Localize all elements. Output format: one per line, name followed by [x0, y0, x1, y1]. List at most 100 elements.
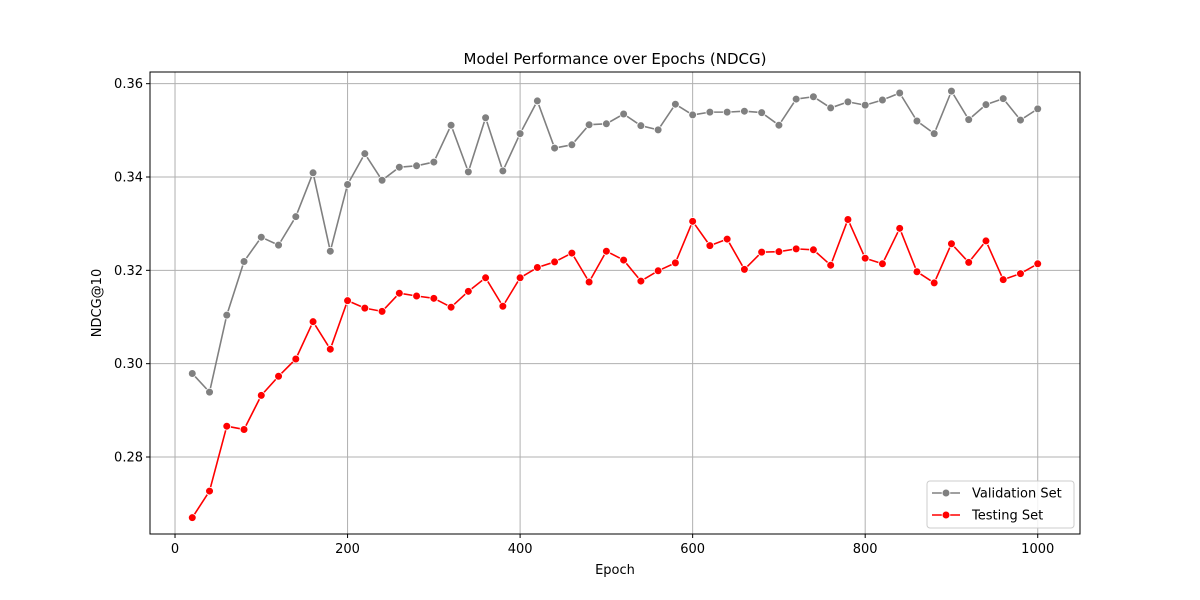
data-point [446, 120, 456, 130]
data-point [412, 291, 421, 301]
data-point [964, 115, 974, 124]
y-tick-label: 0.32 [114, 264, 143, 279]
data-point [498, 166, 508, 176]
data-point [377, 175, 387, 185]
data-point [722, 107, 732, 117]
data-point [584, 120, 594, 130]
data-point [429, 157, 439, 167]
legend: Validation Set Testing Set [926, 480, 1075, 529]
data-point [757, 247, 766, 257]
data-point [653, 125, 663, 135]
data-point [947, 239, 956, 249]
data-point [567, 248, 577, 258]
data-point [878, 259, 887, 269]
data-point [895, 88, 904, 98]
data-point [533, 96, 542, 106]
data-point [602, 246, 611, 256]
data-point [308, 317, 318, 326]
data-point [671, 99, 680, 109]
y-tick-label: 0.30 [114, 357, 143, 372]
data-point [981, 100, 991, 109]
data-point [205, 387, 214, 397]
data-point [377, 307, 387, 316]
data-point [533, 263, 542, 272]
series-line [191, 90, 1039, 393]
axis-ticks: 0 200 400 600 800 1000 0.28 0.30 0.32 0.34 0.36 [114, 77, 1054, 557]
x-tick-label: 0 [171, 542, 179, 557]
plot-series [187, 86, 1043, 522]
data-point [205, 486, 214, 496]
legend-marker [941, 510, 951, 520]
data-point [757, 108, 766, 117]
data-point [343, 296, 352, 305]
data-point [464, 287, 473, 296]
x-tick-label: 200 [335, 542, 360, 557]
data-point [187, 513, 197, 522]
data-point [705, 241, 715, 250]
data-point [860, 253, 870, 263]
data-point [619, 109, 628, 119]
data-point [308, 168, 318, 178]
y-tick-label: 0.28 [114, 451, 143, 466]
data-point [791, 244, 801, 254]
data-point [705, 107, 715, 117]
data-point [326, 246, 335, 256]
series-testing [187, 215, 1043, 522]
data-point [446, 302, 456, 312]
data-point [567, 140, 577, 150]
data-point [809, 245, 818, 255]
x-tick-label: 600 [680, 542, 705, 557]
data-point [809, 92, 818, 102]
data-point [1033, 259, 1043, 269]
data-point [998, 94, 1008, 103]
data-point [239, 257, 249, 266]
data-point [826, 103, 835, 113]
data-point [515, 273, 525, 283]
data-point [998, 275, 1008, 284]
data-point [688, 110, 697, 120]
data-point [1016, 115, 1025, 125]
data-point [636, 276, 646, 286]
data-point [498, 301, 508, 311]
data-point [515, 129, 525, 138]
data-point [360, 149, 370, 158]
data-point [395, 162, 404, 172]
x-tick-label: 400 [508, 542, 533, 557]
data-point [860, 100, 870, 110]
data-point [550, 257, 559, 267]
data-point [360, 303, 370, 313]
grid [150, 72, 1080, 534]
data-point [274, 371, 283, 381]
data-point [412, 161, 421, 171]
data-point [912, 267, 922, 277]
data-point [343, 180, 352, 189]
data-point [929, 129, 939, 138]
data-point [256, 232, 266, 242]
data-point [653, 266, 663, 276]
legend-label: Validation Set [972, 487, 1062, 502]
data-point [843, 97, 853, 107]
data-point [291, 354, 301, 364]
series-validation [187, 86, 1043, 397]
data-point [843, 215, 853, 224]
data-point [326, 344, 335, 354]
data-point [256, 391, 266, 400]
data-point [619, 255, 628, 265]
data-point [1033, 104, 1043, 114]
data-point [878, 95, 887, 105]
data-point [222, 421, 232, 431]
data-point [187, 369, 197, 378]
data-point [636, 121, 646, 130]
data-point [826, 260, 835, 270]
y-tick-label: 0.36 [114, 77, 143, 92]
y-axis-label: NDCG@10 [90, 269, 105, 337]
series-line [191, 218, 1039, 519]
data-point [481, 273, 490, 283]
data-point [464, 167, 473, 177]
data-point [429, 294, 439, 303]
data-point [740, 265, 749, 274]
data-point [774, 120, 784, 130]
data-point [291, 212, 301, 221]
data-point [981, 236, 991, 246]
x-tick-label: 1000 [1021, 542, 1054, 557]
